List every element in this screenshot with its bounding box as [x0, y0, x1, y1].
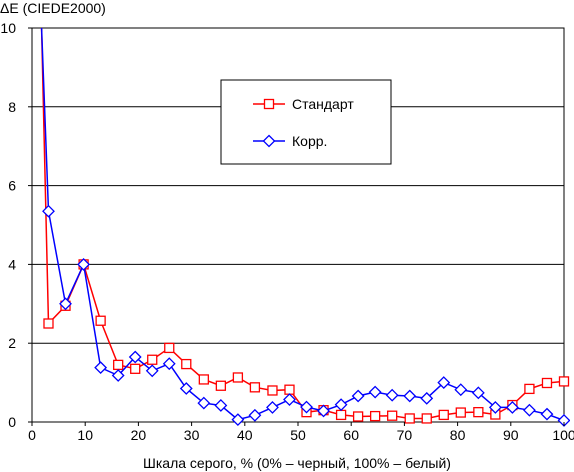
data-point — [352, 411, 364, 422]
data-point — [266, 401, 279, 414]
data-point — [181, 358, 192, 370]
legend-marker — [262, 134, 276, 148]
gridlines — [32, 27, 564, 344]
data-point — [145, 364, 159, 378]
data-point — [351, 389, 365, 403]
data-point — [162, 357, 176, 371]
y-tick-label: 8 — [8, 99, 16, 115]
x-tick-label: 70 — [397, 427, 413, 443]
y-tick-label: 2 — [8, 335, 16, 351]
data-point — [198, 374, 209, 385]
data-point — [334, 398, 348, 412]
legend-item: Корр. — [253, 133, 327, 149]
data-point — [197, 396, 211, 410]
data-point — [113, 359, 124, 371]
data-point — [368, 385, 382, 399]
data-point — [214, 399, 228, 412]
data-point — [438, 409, 449, 421]
data-point — [524, 383, 535, 395]
x-tick-label: 80 — [450, 427, 466, 443]
data-point — [283, 393, 296, 406]
x-tick-label: 0 — [28, 427, 36, 443]
data-point — [94, 361, 108, 375]
data-point — [300, 400, 313, 414]
x-tick-label: 10 — [77, 427, 93, 443]
data-point — [59, 297, 72, 311]
data-point — [488, 401, 502, 414]
x-tick-label: 90 — [503, 427, 519, 443]
data-point — [385, 388, 399, 402]
data-point — [249, 382, 261, 393]
data-point — [471, 386, 485, 400]
data-point — [455, 407, 466, 418]
series-korr — [40, 27, 570, 427]
x-tick-label: 30 — [184, 427, 200, 443]
y-tick-label: 6 — [8, 178, 16, 194]
data-point — [130, 363, 141, 374]
data-point — [369, 410, 381, 422]
x-tick-label: 50 — [290, 427, 306, 443]
data-point — [473, 406, 484, 418]
data-point — [284, 384, 295, 395]
data-point — [43, 318, 54, 329]
legend-label: Стандарт — [292, 96, 354, 112]
data-point — [179, 382, 193, 395]
x-tick-label: 20 — [131, 427, 147, 443]
data-point — [77, 257, 91, 271]
data-point — [231, 413, 245, 427]
series-layer — [40, 27, 570, 427]
data-point — [403, 389, 417, 403]
data-point — [267, 385, 278, 396]
data-point — [523, 403, 536, 417]
data-point — [215, 380, 227, 391]
y-tick-label: 4 — [8, 256, 16, 272]
x-tick-label: 60 — [343, 427, 359, 443]
data-point — [128, 350, 142, 364]
data-point — [248, 408, 262, 422]
data-point — [420, 391, 434, 405]
y-axis-label: ΔE (CIEDE2000) — [0, 0, 106, 16]
data-point — [437, 376, 451, 390]
data-point — [164, 342, 175, 354]
legend-label: Корр. — [292, 133, 327, 149]
y-tick-label: 0 — [8, 414, 16, 430]
data-point — [335, 409, 347, 421]
data-point — [147, 354, 158, 365]
data-point — [404, 413, 415, 424]
data-point — [540, 407, 554, 421]
data-point — [387, 410, 398, 421]
data-point — [95, 315, 106, 326]
legend: Стандарт Корр. — [220, 79, 392, 165]
legend-box — [220, 79, 392, 165]
data-point — [541, 377, 553, 389]
data-point — [232, 372, 244, 383]
x-tick-label: 100 — [552, 427, 574, 443]
data-point — [42, 204, 55, 218]
data-point — [505, 401, 519, 414]
x-axis-label: Шкала серого, % (0% – черный, 100% – бел… — [143, 455, 451, 471]
data-point — [111, 369, 125, 382]
x-tick-label: 40 — [237, 427, 253, 443]
data-point — [421, 413, 432, 424]
data-point — [454, 383, 468, 397]
legend-item: Стандарт — [253, 96, 354, 112]
data-point — [558, 376, 570, 387]
data-point — [317, 404, 330, 418]
y-tick-label: 10 — [0, 20, 16, 36]
legend-marker — [263, 98, 275, 110]
